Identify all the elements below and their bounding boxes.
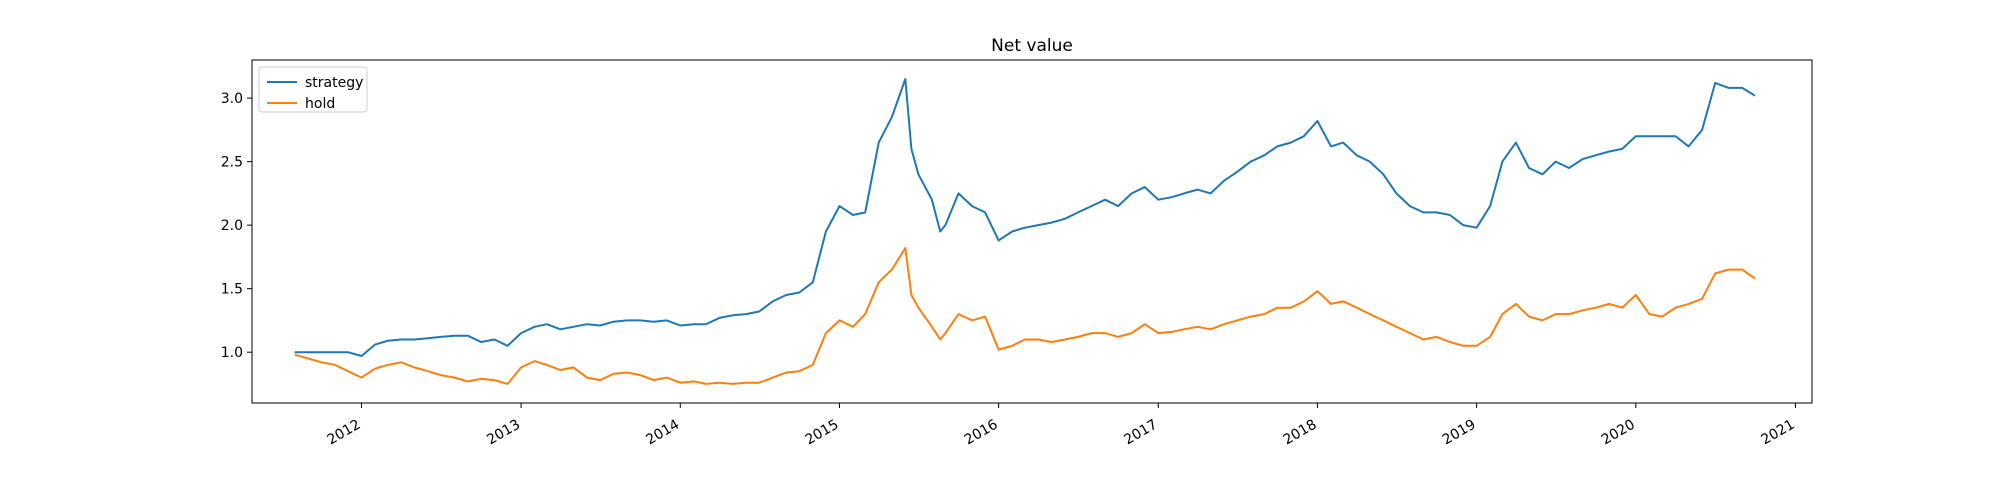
x-tick-label: 2018 bbox=[1281, 417, 1320, 449]
y-axis: 1.0 1.5 2.0 2.5 3.0 bbox=[221, 91, 252, 361]
plot-frame bbox=[251, 59, 1813, 404]
legend-box bbox=[258, 66, 368, 113]
x-tick-label: 2017 bbox=[1121, 417, 1160, 449]
y-tick-label: 1.5 bbox=[221, 282, 243, 298]
plot-series bbox=[294, 78, 1756, 385]
x-axis: 2012 2013 2014 2015 2016 2017 2018 2019 2020 2021 bbox=[325, 403, 1798, 449]
x-tick-label: 2020 bbox=[1599, 417, 1638, 449]
x-tick-label: 2021 bbox=[1759, 417, 1798, 449]
strategy-legend-label: strategy bbox=[305, 75, 363, 91]
x-tick-label: 2016 bbox=[962, 417, 1001, 449]
legend: strategy hold bbox=[258, 66, 368, 113]
x-tick-label: 2015 bbox=[803, 417, 842, 449]
y-tick-label: 2.0 bbox=[221, 218, 243, 234]
hold-series-line bbox=[294, 247, 1756, 385]
y-tick-label: 3.0 bbox=[221, 91, 243, 107]
y-tick-label: 2.5 bbox=[221, 155, 243, 171]
x-tick-label: 2013 bbox=[484, 417, 523, 449]
x-tick-label: 2019 bbox=[1440, 417, 1479, 449]
y-tick-label: 1.0 bbox=[221, 345, 243, 361]
hold-legend-label: hold bbox=[305, 96, 335, 112]
strategy-series-line bbox=[294, 78, 1756, 357]
x-tick-label: 2014 bbox=[643, 417, 682, 449]
chart-title: Net value bbox=[991, 36, 1073, 56]
x-tick-label: 2012 bbox=[325, 417, 364, 449]
